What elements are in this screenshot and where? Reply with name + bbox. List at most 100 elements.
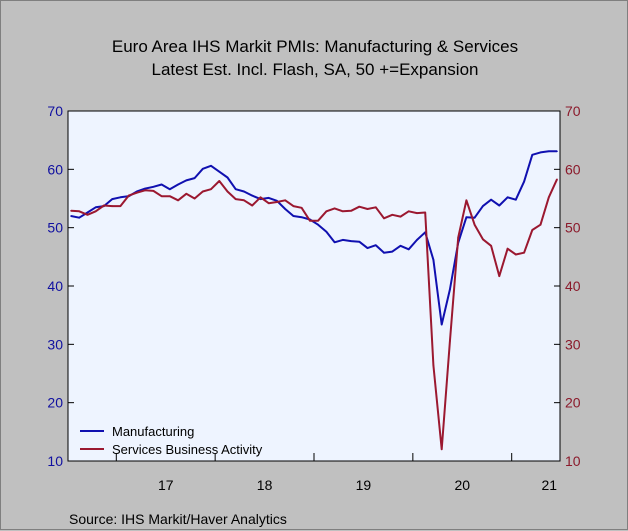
data-point-services-business-activity xyxy=(457,236,460,239)
data-point-manufacturing xyxy=(78,216,80,219)
data-point-services-business-activity xyxy=(465,199,468,202)
data-point-services-business-activity xyxy=(556,178,558,181)
x-tick-label: 21 xyxy=(541,477,557,493)
data-point-services-business-activity xyxy=(424,211,427,214)
data-point-manufacturing xyxy=(416,239,418,241)
data-point-services-business-activity xyxy=(160,195,163,197)
data-point-services-business-activity xyxy=(482,238,484,241)
x-tick-label: 18 xyxy=(257,477,273,493)
data-point-services-business-activity xyxy=(350,210,352,212)
data-point-services-business-activity xyxy=(391,214,394,216)
data-point-manufacturing xyxy=(366,247,369,249)
data-point-manufacturing xyxy=(556,150,558,153)
plot-area xyxy=(67,110,561,462)
x-tick-label: 20 xyxy=(454,477,470,493)
data-point-services-business-activity xyxy=(259,196,262,199)
data-point-services-business-activity xyxy=(210,188,212,190)
data-point-services-business-activity xyxy=(119,205,122,207)
data-point-manufacturing xyxy=(531,154,534,156)
y-tick-label-right: 50 xyxy=(565,220,581,236)
y-tick-label-right: 40 xyxy=(565,278,581,294)
data-point-services-business-activity xyxy=(152,190,155,192)
data-point-manufacturing xyxy=(523,180,525,183)
data-point-manufacturing xyxy=(152,186,155,188)
data-point-services-business-activity xyxy=(193,197,196,200)
data-point-manufacturing xyxy=(218,170,221,173)
data-point-services-business-activity xyxy=(94,210,97,213)
data-point-manufacturing xyxy=(169,188,171,190)
data-point-services-business-activity xyxy=(358,205,361,208)
chart-subtitle: Latest Est. Incl. Flash, SA, 50 +=Expans… xyxy=(152,60,479,79)
data-point-manufacturing xyxy=(539,151,542,154)
data-point-manufacturing xyxy=(300,216,303,218)
y-tick-label-left: 60 xyxy=(47,161,63,177)
data-point-manufacturing xyxy=(358,240,361,243)
data-point-manufacturing xyxy=(342,239,344,241)
data-point-manufacturing xyxy=(506,196,509,199)
series-line-services-business-activity xyxy=(70,178,558,451)
x-tick-label: 19 xyxy=(356,477,372,493)
y-tick-label-left: 70 xyxy=(47,103,63,119)
y-tick-label-left: 40 xyxy=(47,278,63,294)
data-point-services-business-activity xyxy=(300,207,303,209)
data-point-manufacturing xyxy=(119,196,122,199)
data-point-services-business-activity xyxy=(440,448,443,451)
series-line-manufacturing xyxy=(70,150,557,326)
y-tick-label-left: 30 xyxy=(47,336,63,352)
data-point-manufacturing xyxy=(440,323,443,326)
data-point-manufacturing xyxy=(465,216,468,218)
data-point-services-business-activity xyxy=(325,210,328,213)
data-point-services-business-activity xyxy=(449,340,451,343)
data-point-services-business-activity xyxy=(111,205,113,207)
data-point-services-business-activity xyxy=(548,196,550,199)
y-tick-label-left: 20 xyxy=(47,395,63,411)
legend-label-services: Services Business Activity xyxy=(112,442,263,457)
data-point-manufacturing xyxy=(226,176,229,179)
data-point-manufacturing xyxy=(333,241,336,244)
data-point-manufacturing xyxy=(86,211,89,214)
data-point-services-business-activity xyxy=(234,198,237,200)
data-point-manufacturing xyxy=(350,240,352,242)
data-point-manufacturing xyxy=(94,206,97,209)
data-point-manufacturing xyxy=(243,190,245,193)
data-point-services-business-activity xyxy=(127,194,130,197)
data-point-manufacturing xyxy=(325,231,328,233)
data-point-services-business-activity xyxy=(383,217,385,220)
data-point-manufacturing xyxy=(292,215,295,217)
data-point-manufacturing xyxy=(234,188,237,190)
data-point-manufacturing xyxy=(383,251,385,254)
data-point-services-business-activity xyxy=(78,210,80,213)
data-point-services-business-activity xyxy=(292,205,295,207)
data-point-services-business-activity xyxy=(169,195,171,197)
data-point-manufacturing xyxy=(482,205,484,207)
data-point-services-business-activity xyxy=(342,210,344,213)
data-point-services-business-activity xyxy=(185,193,188,195)
data-point-services-business-activity xyxy=(267,202,270,204)
data-point-manufacturing xyxy=(111,198,113,200)
data-point-services-business-activity xyxy=(407,210,410,213)
data-point-services-business-activity xyxy=(70,210,72,212)
data-point-manufacturing xyxy=(70,215,72,217)
data-point-services-business-activity xyxy=(86,214,89,216)
axis-layer: 10 10 20 20 30 30 40 40 50 50 60 60 70 70 17 18 19 20 21 xyxy=(47,103,580,493)
data-point-manufacturing xyxy=(160,183,163,186)
data-point-services-business-activity xyxy=(416,212,418,214)
data-point-services-business-activity xyxy=(136,191,138,194)
y-tick-label-right: 20 xyxy=(565,395,581,411)
data-point-manufacturing xyxy=(498,204,501,207)
data-point-manufacturing xyxy=(267,197,270,199)
data-point-services-business-activity xyxy=(523,251,525,254)
data-point-manufacturing xyxy=(193,177,196,179)
data-point-services-business-activity xyxy=(202,190,204,193)
y-tick-label-right: 70 xyxy=(565,103,581,119)
data-point-services-business-activity xyxy=(144,189,146,192)
data-point-manufacturing xyxy=(185,179,188,182)
data-point-services-business-activity xyxy=(103,204,105,207)
data-point-manufacturing xyxy=(399,245,402,247)
data-point-services-business-activity xyxy=(218,180,221,182)
data-point-manufacturing xyxy=(515,198,517,201)
data-point-manufacturing xyxy=(144,187,146,190)
data-point-manufacturing xyxy=(490,198,492,201)
data-point-services-business-activity xyxy=(432,364,435,367)
